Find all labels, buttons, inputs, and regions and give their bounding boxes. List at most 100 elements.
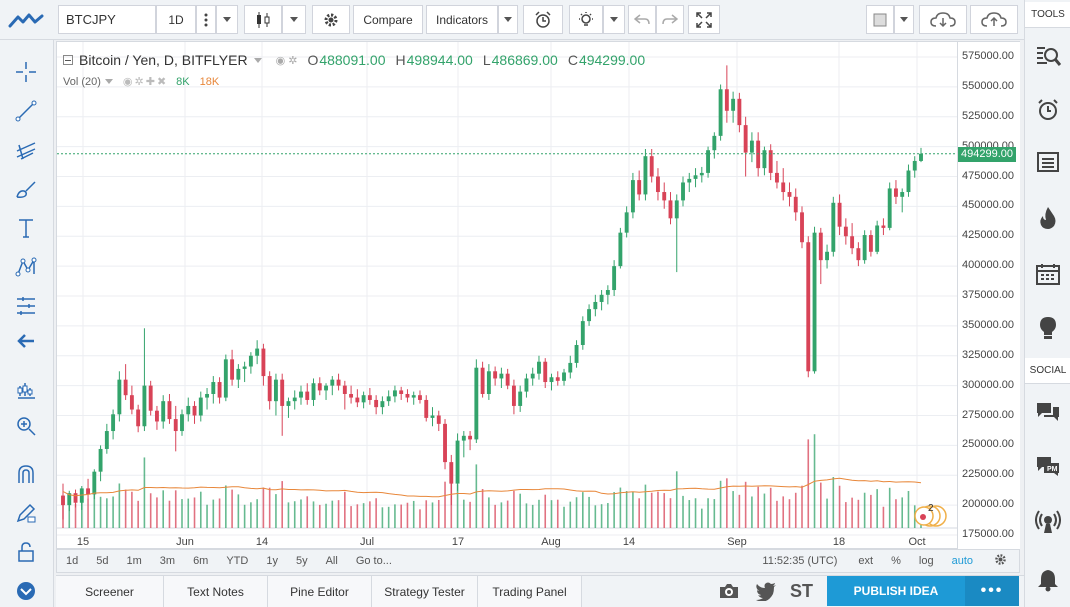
ideas-dropdown[interactable] — [603, 5, 625, 34]
high-value: 498944.00 — [406, 52, 473, 68]
candle-body — [248, 355, 253, 367]
more-tools[interactable] — [10, 575, 42, 607]
lock-drawings[interactable] — [10, 536, 42, 568]
streams-button[interactable] — [1032, 506, 1064, 538]
goto-date-button[interactable]: Go to... — [355, 555, 392, 567]
auto-scale-toggle[interactable]: auto — [951, 555, 973, 567]
candle-body — [812, 232, 817, 372]
chart-style-button[interactable] — [244, 5, 282, 34]
price-axis-label: 225000.00 — [962, 468, 1014, 481]
snapshot-button[interactable] — [718, 581, 740, 604]
notifications-button[interactable] — [1032, 564, 1064, 596]
alerts-widget-button[interactable] — [1032, 94, 1064, 126]
trend-line-tool[interactable] — [10, 95, 42, 127]
ideas-button[interactable] — [569, 5, 603, 34]
layout-button[interactable] — [866, 5, 894, 34]
prediction-tool[interactable] — [10, 290, 42, 322]
brush-tool[interactable] — [10, 173, 42, 205]
more-options-icon[interactable]: ••• — [965, 576, 1019, 606]
range-5y[interactable]: 5y — [295, 555, 308, 567]
save-chart-button[interactable] — [970, 5, 1018, 34]
calendar-button[interactable] — [1032, 258, 1064, 290]
clock[interactable]: 11:52:35 (UTC) — [762, 555, 838, 567]
extended-hours-toggle[interactable]: ext — [858, 555, 874, 567]
fullscreen-icon — [696, 11, 712, 28]
range-all[interactable]: All — [325, 555, 338, 567]
range-1d[interactable]: 1d — [66, 555, 79, 567]
redo-button[interactable] — [656, 5, 684, 34]
screener-widget-button[interactable] — [1032, 40, 1064, 72]
symbol-search-input[interactable]: BTCJPY — [58, 5, 156, 34]
interval-button[interactable]: 1D — [156, 5, 196, 34]
price-axis[interactable]: 575000.00 550000.00 525000.00 500000.00 4750… — [958, 41, 1020, 549]
collapse-icon[interactable] — [63, 55, 73, 65]
candle-body — [593, 301, 598, 310]
tab-text-notes[interactable]: Text Notes — [164, 576, 268, 607]
data-window-button[interactable] — [1032, 146, 1064, 178]
tab-trading-panel[interactable]: Trading Panel — [478, 576, 582, 607]
alert-button[interactable] — [523, 5, 563, 34]
log-scale-toggle[interactable]: log — [918, 555, 934, 567]
twitter-button[interactable] — [755, 581, 777, 604]
crosshair-tool[interactable] — [10, 56, 42, 88]
chats-button[interactable] — [1032, 396, 1064, 428]
magnet-tool[interactable] — [10, 458, 42, 490]
layout-dropdown[interactable] — [894, 5, 914, 34]
range-5d[interactable]: 5d — [96, 555, 109, 567]
candle-body — [61, 495, 65, 506]
app-logo-icon[interactable] — [8, 10, 44, 30]
scale-settings-button[interactable] — [982, 553, 1019, 569]
favorite-tools[interactable] — [10, 373, 42, 405]
range-3m[interactable]: 3m — [159, 555, 176, 567]
pattern-tool[interactable] — [10, 251, 42, 283]
stocktwits-button[interactable]: ST — [790, 581, 814, 601]
price-axis-label: 275000.00 — [962, 408, 1014, 421]
chart-style-dropdown[interactable] — [282, 5, 306, 34]
volume-controls-icon[interactable]: ◉✲✚✖ — [122, 76, 169, 88]
candle-body — [317, 383, 322, 391]
candle-body — [161, 401, 166, 422]
tab-pine-editor[interactable]: Pine Editor — [268, 576, 372, 607]
range-1y[interactable]: 1y — [266, 555, 278, 567]
candle-body — [255, 348, 260, 356]
range-ytd[interactable]: YTD — [226, 555, 249, 567]
price-axis-label: 400000.00 — [962, 259, 1014, 272]
indicators-button[interactable]: Indicators — [426, 5, 498, 34]
broadcast-icon — [1035, 510, 1061, 533]
chevron-down-icon[interactable] — [104, 79, 113, 84]
stay-in-drawing-mode[interactable] — [10, 497, 42, 529]
compare-button[interactable]: Compare — [353, 5, 423, 34]
events-badge[interactable]: 2 — [912, 502, 948, 528]
publish-idea-button[interactable]: PUBLISH IDEA ••• — [827, 576, 1019, 606]
percent-scale-toggle[interactable]: % — [891, 555, 901, 567]
pencil-lock-icon — [16, 503, 36, 523]
social-header: SOCIAL — [1025, 358, 1070, 384]
range-1m[interactable]: 1m — [126, 555, 142, 567]
indicators-dropdown[interactable] — [498, 5, 518, 34]
candle-body — [180, 414, 184, 432]
ideas-stream-button[interactable] — [1032, 312, 1064, 344]
more-intervals-icon[interactable] — [196, 5, 216, 34]
private-messages-button[interactable]: PM — [1032, 450, 1064, 482]
tab-strategy-tester[interactable]: Strategy Tester — [372, 576, 478, 607]
fullscreen-button[interactable] — [688, 5, 720, 34]
price-axis-label: 525000.00 — [962, 109, 1014, 122]
eye-icon[interactable]: ◉ — [275, 54, 286, 67]
range-6m[interactable]: 6m — [193, 555, 209, 567]
settings-icon[interactable]: ✲ — [288, 54, 298, 67]
load-chart-button[interactable] — [919, 5, 967, 34]
price-chart[interactable]: 15 Jun 14 Jul 17 Aug 14 Sep 18 Oct — [57, 42, 958, 549]
chevron-down-icon[interactable] — [253, 57, 262, 63]
undo-button[interactable] — [628, 5, 656, 34]
text-tool[interactable] — [10, 212, 42, 244]
volume-legend: Vol (20) ◉✲✚✖ 8K 18K — [63, 75, 219, 89]
interval-dropdown-button[interactable] — [216, 5, 238, 34]
hide-toolbar-button[interactable] — [10, 325, 42, 357]
chart-settings-button[interactable] — [312, 5, 350, 34]
chart-pane[interactable]: 15 Jun 14 Jul 17 Aug 14 Sep 18 Oct Bitcoin / Yen,… — [56, 41, 958, 549]
pitchfork-tool[interactable] — [10, 134, 42, 166]
tab-screener[interactable]: Screener — [56, 576, 164, 607]
hotlists-button[interactable] — [1032, 202, 1064, 234]
candle-body — [762, 150, 767, 169]
zoom-tool[interactable] — [10, 410, 42, 442]
